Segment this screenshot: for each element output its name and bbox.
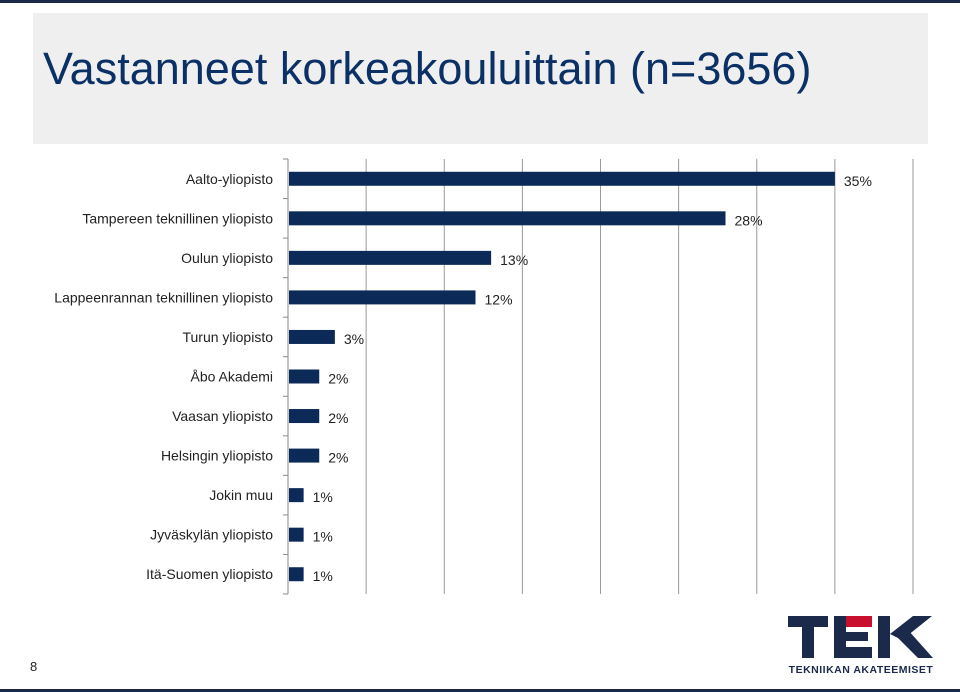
page-number: 8 — [30, 659, 38, 674]
data-label: 1% — [313, 568, 333, 584]
data-label: 2% — [328, 450, 348, 466]
bar — [289, 369, 320, 384]
top-border — [0, 0, 960, 3]
category-label: Itä-Suomen yliopisto — [146, 566, 273, 582]
category-label: Turun yliopisto — [182, 329, 273, 345]
bar — [289, 448, 320, 463]
bar — [289, 527, 304, 542]
title-band: Vastanneet korkeakouluittain (n=3656) — [33, 13, 928, 144]
logo-tagline: TEKNIIKAN AKATEEMISET — [789, 664, 934, 676]
category-label: Jokin muu — [209, 487, 273, 503]
data-label: 3% — [344, 331, 364, 347]
bar — [289, 567, 304, 582]
value-labels: 35% 28% 13% 12% 3% 2% 2% 2% 1% 1% 1% — [313, 173, 872, 584]
bar — [289, 329, 335, 344]
category-label: Helsingin yliopisto — [161, 448, 273, 464]
bottom-border — [0, 689, 960, 692]
slide-title: Vastanneet korkeakouluittain (n=3656) — [43, 43, 812, 94]
tek-logo: TEKNIIKAN AKATEEMISET — [788, 616, 934, 676]
bar — [289, 409, 320, 424]
data-label: 28% — [735, 212, 763, 228]
bar — [289, 290, 476, 305]
data-label: 13% — [500, 252, 528, 268]
category-labels: Aalto-yliopisto Tampereen teknillinen yli… — [54, 171, 273, 582]
bars — [289, 171, 835, 582]
gridlines — [365, 159, 914, 594]
category-label: Tampereen teknillinen yliopisto — [82, 210, 273, 226]
bar — [289, 488, 304, 503]
data-label: 12% — [485, 291, 513, 307]
category-label: Oulun yliopisto — [181, 250, 273, 266]
data-label: 2% — [328, 410, 348, 426]
data-label: 35% — [844, 173, 872, 189]
data-label: 1% — [313, 489, 333, 505]
data-label: 2% — [328, 371, 348, 387]
category-label: Åbo Akademi — [191, 369, 274, 385]
category-label: Aalto-yliopisto — [186, 171, 273, 187]
category-axis — [283, 158, 289, 595]
bar — [289, 171, 835, 186]
bar — [289, 250, 492, 265]
category-label: Vaasan yliopisto — [172, 408, 273, 424]
bar-chart: Aalto-yliopisto Tampereen teknillinen yli… — [54, 158, 914, 595]
category-label: Lappeenrannan teknillinen yliopisto — [54, 289, 273, 305]
category-label: Jyväskylän yliopisto — [150, 527, 273, 543]
bar — [289, 211, 726, 226]
data-label: 1% — [313, 529, 333, 545]
